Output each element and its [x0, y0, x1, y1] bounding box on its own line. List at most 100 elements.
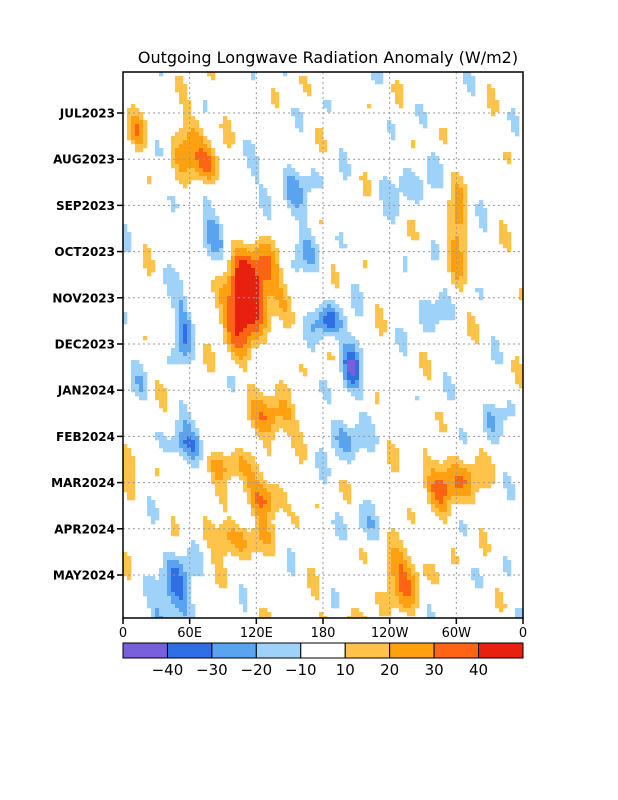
field-cell: [159, 436, 164, 441]
field-cell: [167, 292, 172, 297]
field-cell: [287, 392, 292, 397]
field-cell: [471, 320, 476, 325]
field-cell: [415, 200, 420, 205]
field-cell: [423, 112, 428, 117]
field-cell: [231, 248, 236, 253]
field-cell: [411, 144, 416, 149]
field-cell: [375, 524, 380, 529]
y-tick-label: JAN2024: [57, 384, 115, 398]
field-cell: [343, 328, 348, 333]
field-cell: [483, 484, 488, 489]
field-cell: [215, 244, 220, 249]
field-cell: [443, 460, 448, 465]
field-cell: [471, 328, 476, 333]
field-cell: [287, 184, 292, 189]
field-cell: [263, 480, 268, 485]
field-cell: [435, 312, 440, 317]
field-cell: [315, 456, 320, 461]
field-cell: [279, 488, 284, 493]
field-cell: [179, 92, 184, 97]
field-cell: [211, 252, 216, 257]
field-cell: [251, 168, 256, 173]
field-cell: [151, 508, 156, 513]
field-cell: [127, 488, 132, 493]
field-cell: [131, 108, 136, 113]
field-cell: [191, 164, 196, 169]
field-cell: [283, 504, 288, 509]
field-cell: [239, 260, 244, 265]
field-cell: [515, 124, 520, 129]
field-cell: [479, 480, 484, 485]
field-cell: [423, 308, 428, 313]
field-cell: [139, 364, 144, 369]
field-cell: [471, 472, 476, 477]
x-tick-label: 180: [311, 626, 336, 641]
field-cell: [131, 372, 136, 377]
field-cell: [315, 596, 320, 601]
field-cell: [351, 336, 356, 341]
field-cell: [511, 360, 516, 365]
field-cell: [275, 392, 280, 397]
field-cell: [275, 496, 280, 501]
field-cell: [247, 264, 252, 269]
field-cell: [483, 464, 488, 469]
field-cell: [263, 504, 268, 509]
field-cell: [127, 448, 132, 453]
field-cell: [267, 284, 272, 289]
field-cell: [355, 352, 360, 357]
field-cell: [403, 548, 408, 553]
field-cell: [239, 584, 244, 589]
field-cell: [135, 384, 140, 389]
field-cell: [359, 436, 364, 441]
field-cell: [251, 76, 256, 81]
field-cell: [251, 172, 256, 177]
field-cell: [299, 184, 304, 189]
field-cell: [215, 232, 220, 237]
field-cell: [347, 168, 352, 173]
field-cell: [123, 484, 128, 489]
field-cell: [211, 544, 216, 549]
field-cell: [267, 440, 272, 445]
field-cell: [463, 236, 468, 241]
field-cell: [187, 604, 192, 609]
field-cell: [211, 472, 216, 477]
field-cell: [263, 340, 268, 345]
field-cell: [263, 204, 268, 209]
field-cell: [279, 392, 284, 397]
field-cell: [483, 544, 488, 549]
field-cell: [343, 324, 348, 329]
field-cell: [327, 396, 332, 401]
field-cell: [475, 584, 480, 589]
field-cell: [151, 600, 156, 605]
field-cell: [463, 204, 468, 209]
field-cell: [303, 372, 308, 377]
field-cell: [227, 540, 232, 545]
field-cell: [451, 392, 456, 397]
field-cell: [343, 436, 348, 441]
field-cell: [251, 548, 256, 553]
field-cell: [391, 584, 396, 589]
field-cell: [519, 296, 523, 301]
field-cell: [427, 488, 432, 493]
field-cell: [179, 432, 184, 437]
field-cell: [403, 344, 408, 349]
field-cell: [263, 520, 268, 525]
field-cell: [435, 492, 440, 497]
field-cell: [435, 308, 440, 313]
field-cell: [339, 356, 344, 361]
field-cell: [143, 248, 148, 253]
field-cell: [347, 380, 352, 385]
field-cell: [247, 284, 252, 289]
field-cell: [255, 412, 260, 417]
field-cell: [183, 572, 188, 577]
field-cell: [503, 484, 508, 489]
field-cell: [183, 564, 188, 569]
field-cell: [259, 312, 264, 317]
field-cell: [255, 512, 260, 517]
field-cell: [259, 424, 264, 429]
field-cell: [215, 456, 220, 461]
field-cell: [175, 360, 180, 365]
field-cell: [459, 288, 464, 293]
field-cell: [187, 160, 192, 165]
field-cell: [231, 336, 236, 341]
